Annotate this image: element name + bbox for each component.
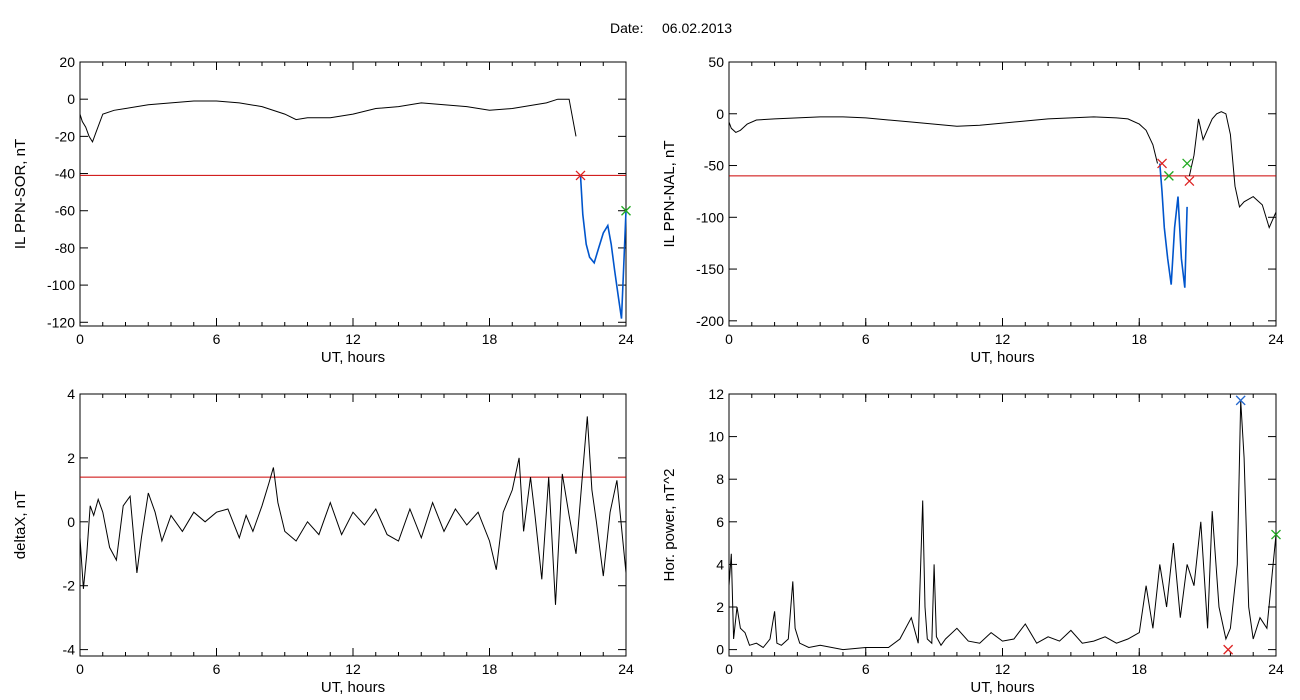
- figure-title-label: Date:: [610, 20, 643, 36]
- marker-stroke: [1271, 529, 1281, 540]
- x-tick-label: 6: [213, 331, 221, 347]
- plot-frame: [79, 393, 627, 657]
- x-tick-label: 12: [995, 331, 1011, 347]
- y-tick-label: 0: [716, 642, 724, 658]
- marker-x: [1235, 395, 1246, 406]
- y-tick-label: 0: [67, 91, 75, 107]
- y-tick-label: 8: [716, 471, 724, 487]
- x-tick-label: 24: [1268, 661, 1284, 677]
- data-series-1: [579, 175, 627, 319]
- data-series-0: [79, 98, 577, 144]
- x-tick-label: 0: [76, 331, 84, 347]
- x-tick-label: 0: [725, 661, 733, 677]
- marker-stroke: [1182, 158, 1193, 169]
- x-axis-label: UT, hours: [321, 349, 385, 366]
- x-tick-label: 18: [482, 331, 498, 347]
- chart-ppn_nal: 0 6 12 18 24 50 0 -50 -100 -150 -200 UT, hours IL PP…: [661, 54, 1284, 366]
- x-tick-label: 0: [725, 331, 733, 347]
- y-tick-label: 20: [59, 54, 75, 70]
- y-axis-label: IL PPN-SOR, nT: [12, 139, 29, 249]
- x-tick-label: 24: [618, 331, 634, 347]
- y-axis-label: IL PPN-NAL, nT: [661, 141, 678, 248]
- y-axis-label: Hor. power, nT^2: [661, 469, 678, 582]
- y-tick-label: -100: [696, 209, 724, 225]
- y-tick-label: 2: [67, 450, 75, 466]
- y-tick-label: -120: [47, 314, 75, 330]
- data-series-0: [728, 116, 1158, 164]
- y-tick-label: -150: [696, 261, 724, 277]
- data-series-0: [728, 400, 1277, 651]
- y-tick-label: 4: [67, 386, 75, 402]
- x-tick-label: 6: [862, 661, 870, 677]
- marker-x: [575, 170, 586, 181]
- x-tick-label: 6: [862, 331, 870, 347]
- x-tick-label: 18: [482, 661, 498, 677]
- marker-stroke: [575, 170, 586, 181]
- y-tick-label: -40: [55, 166, 75, 182]
- y-tick-label: 50: [708, 54, 724, 70]
- marker-stroke: [1223, 644, 1234, 655]
- marker-x: [1163, 170, 1174, 181]
- x-tick-label: 12: [995, 661, 1011, 677]
- x-tick-label: 6: [213, 661, 221, 677]
- chart-deltax: 0 6 12 18 24 4 2 0 -2 -4 UT, hours deltaX, nT: [12, 386, 634, 696]
- y-tick-label: -2: [63, 578, 76, 594]
- y-tick-label: 4: [716, 556, 724, 572]
- x-tick-label: 0: [76, 661, 84, 677]
- marker-x: [1182, 158, 1193, 169]
- marker-x: [621, 205, 631, 216]
- y-tick-label: -200: [696, 313, 724, 329]
- marker-stroke: [1184, 176, 1195, 187]
- marker-x: [1271, 529, 1281, 540]
- x-tick-label: 18: [1131, 661, 1147, 677]
- y-tick-label: -4: [63, 642, 76, 658]
- plot-frame: [79, 61, 627, 327]
- chart-hor_power: 0 6 12 18 24 12 10 8 6 4 2 0 UT, hours Hor. power, nT…: [661, 386, 1284, 696]
- marker-x: [1157, 158, 1168, 169]
- plot-frame: [728, 61, 1277, 327]
- y-tick-label: 0: [67, 514, 75, 530]
- y-tick-label: -20: [55, 128, 75, 144]
- plot-frame: [728, 393, 1277, 657]
- marker-stroke: [621, 205, 631, 216]
- figure-title-date: 06.02.2013: [662, 20, 732, 36]
- y-tick-label: 10: [708, 429, 724, 445]
- y-tick-label: -60: [55, 203, 75, 219]
- x-axis-label: UT, hours: [321, 679, 385, 696]
- marker-x: [1184, 176, 1195, 187]
- marker-stroke: [1235, 395, 1246, 406]
- x-tick-label: 12: [345, 331, 361, 347]
- data-series-0: [79, 416, 627, 605]
- data-series-2: [1188, 111, 1277, 230]
- x-tick-label: 18: [1131, 331, 1147, 347]
- x-axis-label: UT, hours: [970, 679, 1034, 696]
- y-tick-label: -50: [704, 158, 724, 174]
- y-tick-label: -100: [47, 277, 75, 293]
- y-tick-label: 2: [716, 599, 724, 615]
- y-tick-label: 12: [708, 386, 724, 402]
- chart-ppn_sor: 0 6 12 18 24 20 0 -20 -40 -60 -80 -100 -120 UT, hours…: [12, 54, 634, 366]
- marker-stroke: [1157, 158, 1168, 169]
- x-tick-label: 12: [345, 661, 361, 677]
- x-tick-label: 24: [618, 661, 634, 677]
- marker-x: [1223, 644, 1234, 655]
- x-axis-label: UT, hours: [970, 349, 1034, 366]
- marker-stroke: [1163, 170, 1174, 181]
- y-tick-label: 0: [716, 106, 724, 122]
- y-tick-label: -80: [55, 240, 75, 256]
- y-tick-label: 6: [716, 514, 724, 530]
- data-series-1: [1159, 163, 1188, 288]
- y-axis-label: deltaX, nT: [12, 491, 29, 559]
- x-tick-label: 24: [1268, 331, 1284, 347]
